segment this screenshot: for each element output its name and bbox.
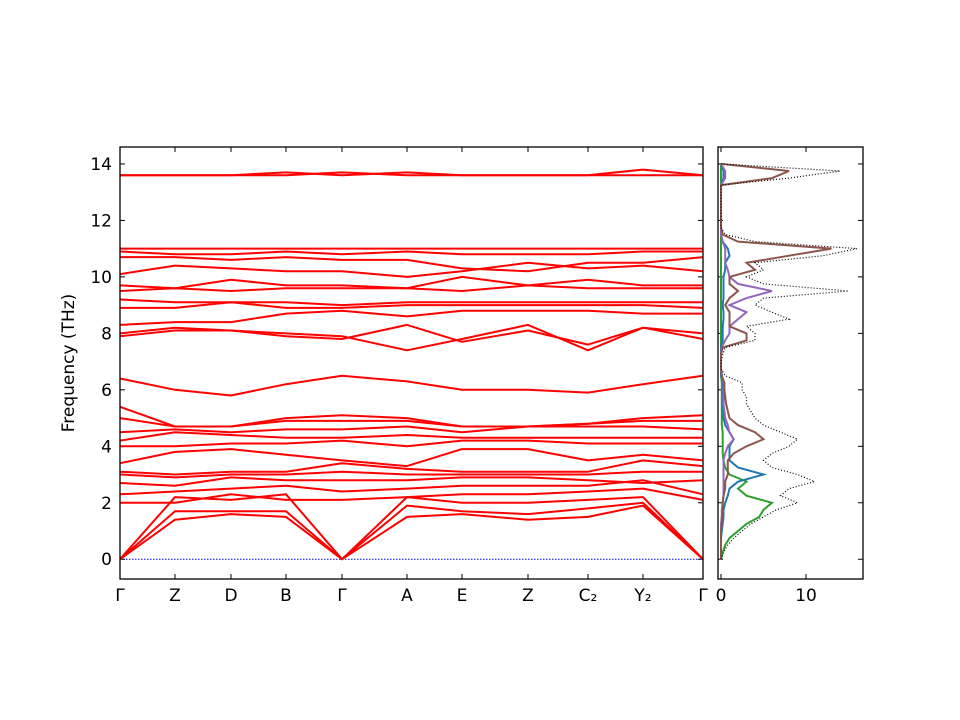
band-line — [119, 425, 704, 434]
y-tick-label: 8 — [101, 324, 112, 344]
x-tick-label: Γ — [698, 586, 708, 606]
band-line — [119, 323, 704, 346]
x-tick-label: B — [280, 586, 292, 606]
band-line — [120, 487, 704, 504]
y-tick-label: 2 — [101, 494, 112, 514]
band-line — [120, 301, 704, 309]
band-line — [119, 459, 704, 476]
x-tick-label: C₂ — [579, 586, 598, 606]
band-line — [119, 448, 704, 468]
band-line — [119, 431, 703, 442]
y-tick-label: 10 — [90, 268, 112, 288]
band-line — [119, 501, 704, 561]
band-line — [119, 504, 704, 561]
band-line — [120, 171, 703, 177]
band-line — [119, 275, 703, 290]
band-line — [120, 439, 703, 448]
band-line — [119, 470, 703, 479]
band-line — [119, 298, 703, 307]
band-line — [119, 405, 704, 428]
band-line — [119, 374, 704, 397]
y-tick-label: 0 — [101, 550, 112, 570]
x-tick-label: Γ — [337, 586, 347, 606]
y-tick-label: 4 — [101, 437, 112, 457]
x-tick-label: A — [401, 586, 413, 606]
dos-line — [720, 163, 858, 560]
band-line — [119, 261, 704, 278]
band-line — [119, 309, 703, 326]
band-line — [119, 493, 704, 561]
band-line — [119, 323, 704, 352]
x-tick-label: D — [224, 586, 237, 606]
dos-line — [720, 163, 768, 560]
x-tick-label: Z — [522, 586, 534, 606]
y-axis-label: Frequency (THz) — [59, 294, 79, 433]
x-tick-label: Γ — [115, 586, 125, 606]
dos-line — [720, 162, 832, 560]
x-tick-label: 10 — [795, 586, 817, 606]
band-line — [119, 476, 704, 487]
band-line — [119, 250, 703, 256]
band-line — [119, 479, 704, 496]
x-tick-label: 0 — [716, 586, 727, 606]
x-tick-label: Z — [169, 586, 181, 606]
x-tick-label: Y₂ — [633, 586, 651, 606]
plot-frame — [717, 146, 864, 580]
y-tick-label: 6 — [101, 381, 112, 401]
band-line — [120, 256, 704, 273]
plot-frame — [119, 146, 704, 580]
dos-line — [720, 163, 775, 560]
x-tick-label: E — [457, 586, 468, 606]
y-tick-label: 14 — [90, 155, 112, 175]
y-tick-label: 12 — [90, 211, 112, 231]
